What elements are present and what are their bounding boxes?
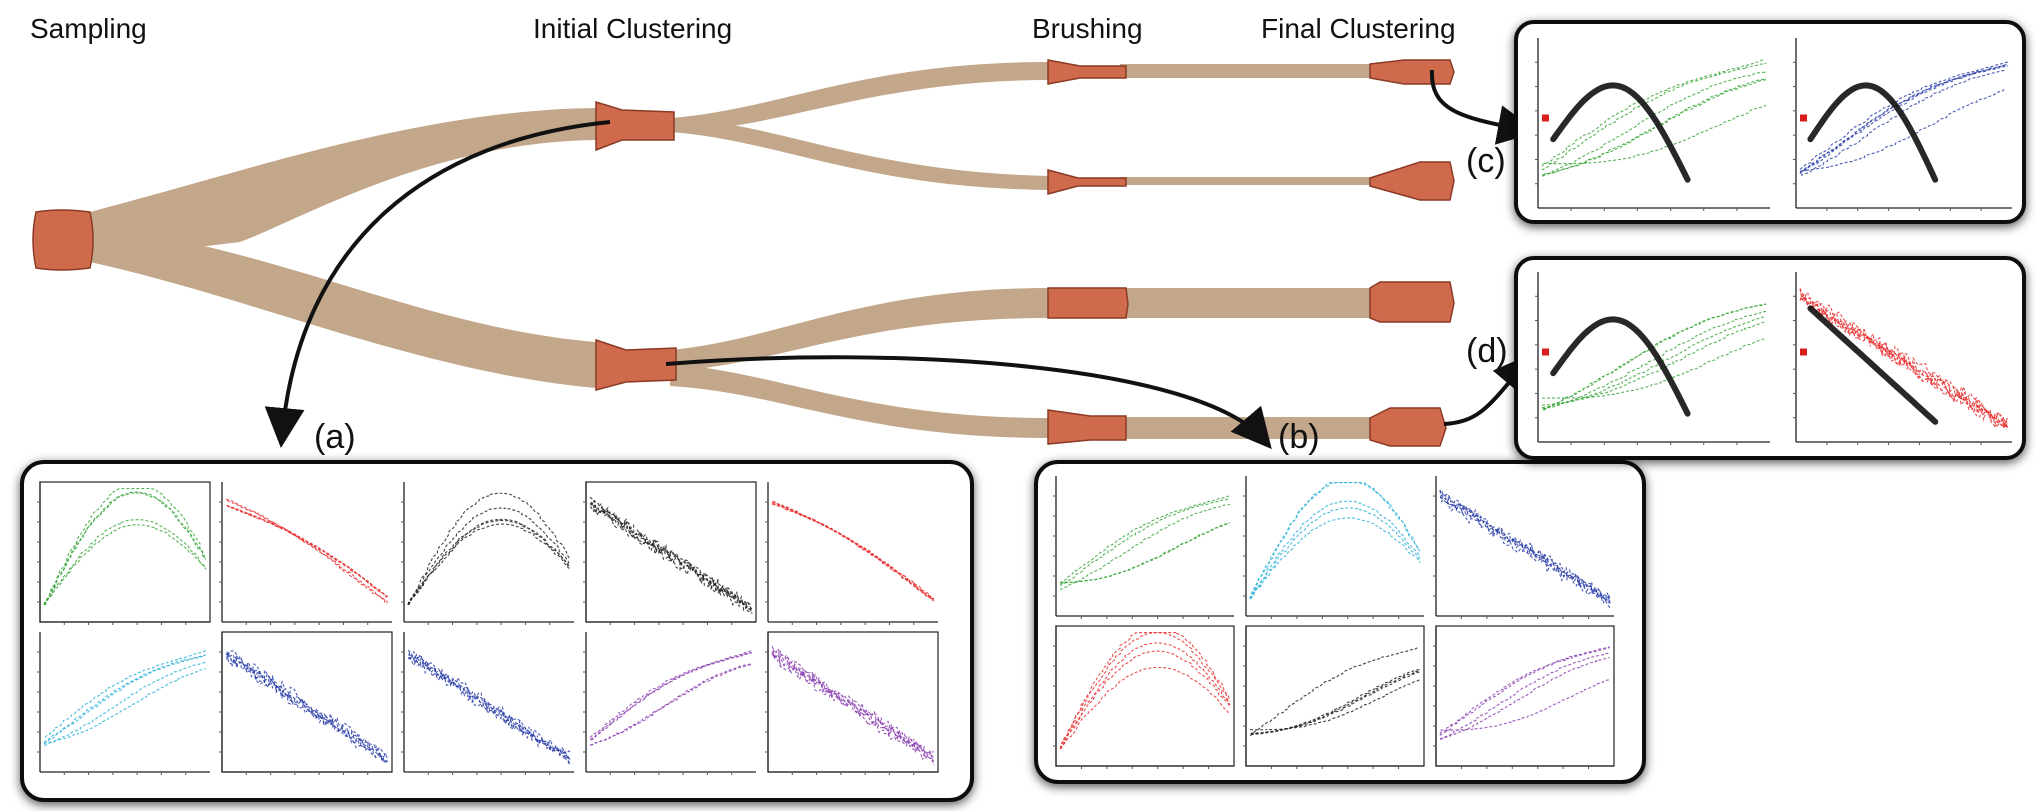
flow-brush4-to-final4 — [1120, 417, 1370, 439]
flow-brush3-to-final3 — [1120, 288, 1370, 318]
panel-label-b: (b) — [1278, 418, 1320, 456]
node-final-2 — [1369, 161, 1455, 201]
mini-plot — [401, 632, 574, 775]
mini-plot — [1535, 272, 1770, 445]
panel-d-plots — [1535, 272, 2012, 445]
mini-plot — [765, 631, 939, 775]
node-brush-4 — [1047, 409, 1127, 445]
mini-plot — [583, 632, 756, 775]
stage-label-final-clustering: Final Clustering — [1261, 13, 1456, 44]
flow-nodes — [32, 59, 1455, 447]
flow-lower-to-brush3 — [670, 288, 1050, 372]
node-brush-3 — [1047, 287, 1129, 319]
mini-plot — [1053, 476, 1234, 619]
mini-plot — [1535, 38, 1770, 211]
node-final-3 — [1369, 281, 1455, 323]
panel-b — [1034, 460, 1646, 784]
flow-sampling-to-upper — [90, 108, 596, 260]
mini-plot — [1433, 476, 1614, 619]
panel-c — [1514, 20, 2026, 224]
mini-plot — [1243, 476, 1424, 619]
mini-plot — [583, 481, 757, 625]
arrow-to-panel-b — [665, 355, 1272, 450]
mini-plot — [219, 631, 393, 775]
flow-bands — [90, 62, 1370, 439]
node-brush-2 — [1047, 169, 1127, 195]
flow-upper-to-brush1 — [670, 62, 1050, 132]
mini-plot — [1793, 272, 2012, 445]
panel-b-plots — [1053, 476, 1615, 769]
mini-plot — [1053, 625, 1235, 769]
panel-label-a: (a) — [314, 418, 356, 456]
stage-label-sampling: Sampling — [30, 13, 147, 44]
mini-plot — [1793, 38, 2012, 211]
panel-c-plots — [1535, 38, 2012, 211]
flow-sampling-to-lower — [90, 228, 596, 388]
node-sampling — [32, 209, 94, 271]
flow-upper-to-brush2 — [670, 118, 1050, 190]
mini-plot — [1243, 625, 1425, 769]
node-final-1 — [1369, 59, 1455, 85]
arrow-to-panel-d — [1443, 352, 1534, 426]
arrow-to-panel-a — [264, 120, 611, 448]
node-brush-1 — [1047, 59, 1127, 85]
mini-plot — [1433, 625, 1615, 769]
arrow-to-panel-c — [1429, 69, 1538, 145]
panel-label-c: (c) — [1466, 142, 1506, 180]
flow-brush2-to-final2 — [1120, 177, 1370, 185]
stage-label-initial-clustering: Initial Clustering — [533, 13, 732, 44]
flow-lower-to-brush4 — [670, 364, 1050, 438]
node-final-4 — [1369, 407, 1447, 447]
mini-plot — [37, 632, 210, 775]
panel-label-d: (d) — [1466, 332, 1508, 370]
mini-plot — [37, 481, 211, 625]
flow-brush1-to-final1 — [1120, 64, 1370, 78]
panel-d — [1514, 256, 2026, 460]
node-initial-cluster-upper — [595, 100, 675, 152]
mini-plot — [219, 482, 392, 625]
mini-plot — [765, 482, 938, 625]
panel-a — [20, 460, 974, 802]
stage-label-brushing: Brushing — [1032, 13, 1143, 44]
panel-a-plots — [37, 481, 939, 775]
node-initial-cluster-lower — [595, 338, 677, 391]
mini-plot — [401, 482, 574, 625]
